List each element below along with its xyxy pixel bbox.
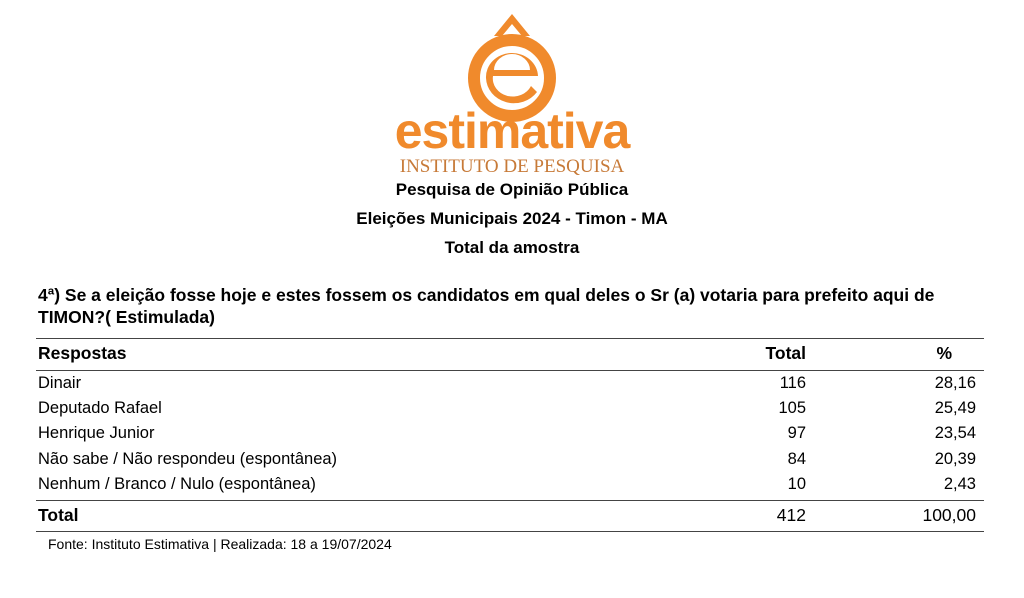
- header-total: Total: [765, 343, 806, 363]
- table-bottom-rule: [36, 531, 984, 532]
- row-percent: 20,39: [934, 450, 976, 468]
- total-count: 412: [776, 505, 806, 525]
- table-row: Henrique Junior 97 23,54: [38, 424, 984, 448]
- row-label: Dinair: [38, 374, 82, 392]
- logo-e-glyph: [485, 52, 538, 104]
- row-percent: 25,49: [934, 399, 976, 417]
- header-percent: %: [936, 343, 952, 363]
- estimativa-logo: estimativa INSTITUTO DE PESQUISA: [376, 8, 648, 176]
- logo-brand-text: estimativa: [395, 103, 632, 159]
- table-row: Não sabe / Não respondeu (espontânea) 84…: [38, 450, 984, 474]
- table-row: Dinair 116 28,16: [38, 374, 984, 398]
- row-percent: 23,54: [934, 424, 976, 442]
- circumflex-mark: [494, 14, 530, 36]
- row-percent: 28,16: [934, 374, 976, 392]
- title-line-2: Eleições Municipais 2024 - Timon - MA: [356, 209, 668, 228]
- row-total: 116: [779, 374, 806, 392]
- table-header-row: Respostas Total %: [38, 343, 984, 367]
- table-row: Deputado Rafael 105 25,49: [38, 399, 984, 423]
- row-total: 105: [778, 399, 806, 417]
- row-label: Nenhum / Branco / Nulo (espontânea): [38, 475, 316, 493]
- question-text: 4ª) Se a eleição fosse hoje e estes foss…: [38, 285, 935, 327]
- table-row: Nenhum / Branco / Nulo (espontânea) 10 2…: [38, 475, 984, 499]
- row-label: Henrique Junior: [38, 424, 155, 442]
- title-line-1: Pesquisa de Opinião Pública: [395, 180, 629, 199]
- table-total-row: Total 412 100,00: [38, 505, 984, 529]
- table-total-rule: [36, 500, 984, 501]
- title-line-3: Total da amostra: [444, 238, 580, 257]
- row-total: 97: [787, 424, 806, 442]
- table-header-rule: [36, 370, 984, 371]
- row-label: Deputado Rafael: [38, 399, 162, 417]
- total-percent: 100,00: [922, 505, 976, 525]
- header-respostas: Respostas: [38, 343, 127, 363]
- row-total: 10: [787, 475, 806, 493]
- table-top-rule: [36, 338, 984, 339]
- logo-subtitle-text: INSTITUTO DE PESQUISA: [400, 156, 625, 176]
- row-label: Não sabe / Não respondeu (espontânea): [38, 450, 338, 468]
- row-total: 84: [787, 450, 806, 468]
- source-footer: Fonte: Instituto Estimativa | Realizada:…: [48, 536, 392, 552]
- total-label: Total: [38, 505, 79, 525]
- logo-ring: [468, 34, 556, 122]
- row-percent: 2,43: [943, 475, 976, 493]
